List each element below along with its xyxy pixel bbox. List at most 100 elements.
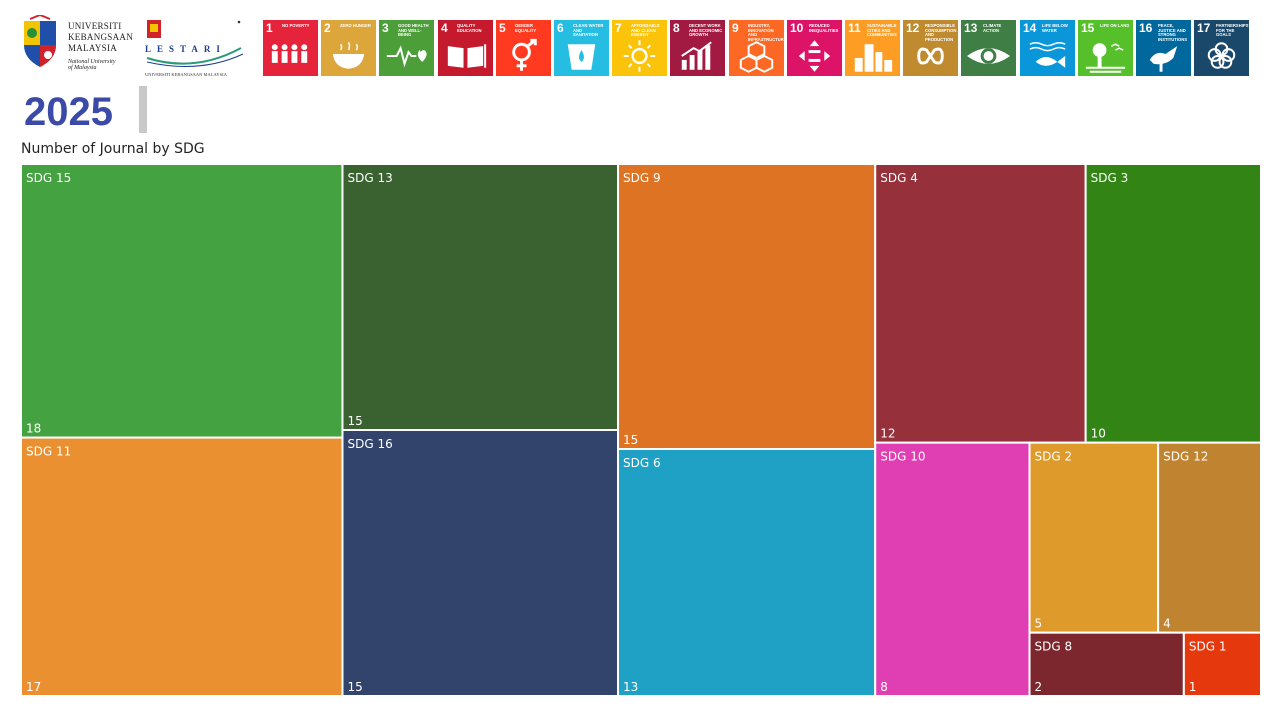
treemap-label: SDG 4 (880, 171, 918, 185)
sun-icon (623, 40, 656, 72)
sdg-14-caption: LIFE BELOW WATER (1042, 23, 1068, 33)
year-label: 2025 (24, 90, 113, 134)
sdg-7-tile: 7 AFFORDABLE AND CLEAN ENERGY (612, 20, 667, 76)
sdg-10-caption: REDUCED INEQUALITIES (809, 23, 839, 33)
sdg-2-number: 2 (324, 21, 331, 35)
sdg-9-tile: 9 INDUSTRY, INNOVATION AND INFRASTRUCTURE (729, 20, 784, 76)
sdg-1-caption: NO POVERTY (282, 23, 310, 28)
water-drop-icon (567, 44, 596, 70)
sdg-11-tile: 11 SUSTAINABLE CITIES AND COMMUNITIES (845, 20, 900, 76)
treemap-label: SDG 11 (26, 445, 71, 459)
treemap-node-sdg-16[interactable]: SDG 16 15 (341, 429, 620, 696)
sdg-8-tile: 8 DECENT WORK AND ECONOMIC GROWTH (670, 20, 725, 76)
treemap-value: 15 (623, 433, 638, 447)
sdg-4-number: 4 (441, 21, 448, 35)
sdg-8-number: 8 (673, 21, 680, 35)
treemap-rect[interactable] (874, 441, 1031, 696)
dove-icon (1149, 46, 1178, 72)
treemap-value: 12 (880, 427, 895, 441)
sdg-3-tile: 3 GOOD HEALTH AND WELL-BEING (379, 20, 434, 76)
people-icon (271, 44, 308, 63)
infinity-icon (917, 47, 944, 65)
treemap-label: SDG 2 (1035, 450, 1073, 464)
heartbeat-icon (386, 45, 427, 68)
treemap-rect[interactable] (874, 164, 1087, 444)
treemap-rect[interactable] (341, 164, 620, 431)
sdg-14-number: 14 (1023, 21, 1037, 35)
treemap-node-sdg-13[interactable]: SDG 13 15 (341, 164, 620, 431)
sdg-15-tile: 15 LIFE ON LAND (1078, 20, 1133, 76)
treemap-label: SDG 15 (26, 171, 71, 185)
treemap-label: SDG 10 (880, 450, 925, 464)
sdg-1-tile: 1 NO POVERTY (263, 20, 318, 76)
treemap-rect[interactable] (341, 429, 620, 696)
sdg-5-tile: 5 GENDER EQUALITY (496, 20, 551, 76)
ukm-name-line-1: Universiti (68, 21, 122, 31)
sdg-2-tile: 2 ZERO HUNGER (321, 20, 376, 76)
treemap-value: 15 (347, 414, 362, 428)
book-icon (447, 44, 487, 68)
ukm-name-line-3: Malaysia (68, 43, 118, 53)
treemap-rect[interactable] (617, 448, 877, 696)
treemap-node-sdg-10[interactable]: SDG 10 8 (874, 441, 1031, 696)
ukm-subtitle-line-2: of Malaysia (68, 65, 97, 71)
sdg-17-tile: 17 PARTNERSHIPS FOR THE GOALS (1194, 20, 1249, 76)
treemap-node-sdg-15[interactable]: SDG 15 18 (21, 164, 344, 439)
tree-icon (1085, 43, 1126, 73)
lestari-subtitle: UNIVERSITI KEBANGSAAN MALAYSIA (145, 72, 227, 77)
sdg-17-caption: PARTNERSHIPS FOR THE GOALS (1216, 23, 1249, 38)
gender-icon (512, 38, 537, 71)
treemap-node-sdg-4[interactable]: SDG 4 12 (874, 164, 1087, 444)
treemap-value: 10 (1091, 427, 1106, 441)
treemap-rect[interactable] (617, 164, 877, 450)
treemap-label: SDG 3 (1091, 171, 1129, 185)
sdg-17-number: 17 (1197, 21, 1211, 35)
sdg-4-caption: QUALITY EDUCATION (457, 23, 482, 33)
treemap-node-sdg-1[interactable]: SDG 1 1 (1182, 631, 1261, 696)
treemap-rect[interactable] (1084, 164, 1261, 444)
treemap-node-sdg-3[interactable]: SDG 3 10 (1084, 164, 1261, 444)
year-divider (139, 86, 147, 133)
treemap-node-sdg-9[interactable]: SDG 9 15 (617, 164, 877, 450)
sdg-9-caption: INDUSTRY, INNOVATION AND INFRASTRUCTURE (748, 23, 784, 42)
sdg-14-tile: 14 LIFE BELOW WATER (1020, 20, 1075, 76)
treemap-value: 2 (1035, 680, 1043, 694)
treemap-value: 17 (26, 680, 41, 694)
sdg-16-caption: PEACE, JUSTICE AND STRONG INSTITUTIONS (1158, 23, 1188, 42)
treemap-rect[interactable] (1028, 441, 1160, 634)
growth-chart-icon (681, 41, 712, 70)
treemap-label: SDG 1 (1189, 640, 1227, 654)
sdg-13-caption: CLIMATE ACTION (983, 23, 1002, 33)
treemap-node-sdg-6[interactable]: SDG 6 13 (617, 448, 877, 696)
sdg-13-number: 13 (964, 21, 978, 35)
treemap-node-sdg-8[interactable]: SDG 8 2 (1028, 631, 1185, 696)
treemap-value: 4 (1163, 617, 1171, 631)
treemap-label: SDG 6 (623, 456, 661, 470)
ukm-name-line-2: Kebangsaan (68, 32, 134, 42)
sdg-13-tile: 13 CLIMATE ACTION (961, 20, 1016, 76)
treemap-node-sdg-12[interactable]: SDG 12 4 (1157, 441, 1261, 634)
treemap-rect[interactable] (1157, 441, 1261, 634)
treemap-node-sdg-2[interactable]: SDG 2 5 (1028, 441, 1160, 634)
treemap-value: 15 (347, 680, 362, 694)
lestari-emblem-icon (146, 20, 244, 67)
treemap-value: 1 (1189, 680, 1197, 694)
sdg-9-number: 9 (732, 21, 739, 35)
sdg-7-number: 7 (615, 21, 622, 35)
sdg-5-caption: GENDER EQUALITY (515, 23, 537, 33)
sdg-15-number: 15 (1081, 21, 1095, 35)
sdg-10-number: 10 (790, 21, 804, 35)
sdg-1-number: 1 (266, 21, 273, 35)
sdg-6-tile: 6 CLEAN WATER AND SANITATION (554, 20, 609, 76)
sdg-16-tile: 16 PEACE, JUSTICE AND STRONG INSTITUTIONS (1136, 20, 1191, 76)
treemap-node-sdg-11[interactable]: SDG 11 17 (21, 436, 344, 696)
ukm-crest-icon (24, 15, 56, 67)
rings-icon (1207, 42, 1236, 69)
treemap-rect[interactable] (21, 436, 344, 696)
sdg-8-caption: DECENT WORK AND ECONOMIC GROWTH (689, 23, 723, 38)
sdg-2-caption: ZERO HUNGER (340, 23, 371, 28)
sdg-12-tile: 12 RESPONSIBLE CONSUMPTION AND PRODUCTION (903, 20, 958, 76)
treemap-rect[interactable] (21, 164, 344, 439)
sdg-10-tile: 10 REDUCED INEQUALITIES (787, 20, 842, 76)
